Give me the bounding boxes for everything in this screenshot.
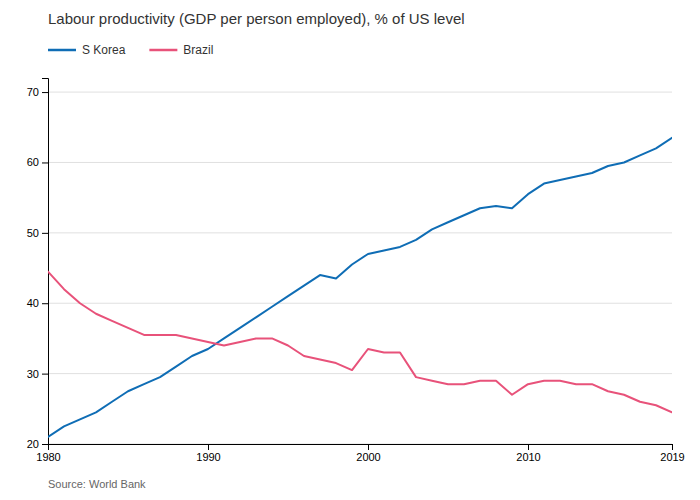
x-tick-mark [672,444,673,450]
y-axis-line [42,79,49,445]
grid-line [48,92,672,93]
series-line [48,138,672,437]
legend-swatch [48,49,76,52]
y-tick-mark [42,162,48,163]
y-tick-mark [42,303,48,304]
title: Labour productivity (GDP per person empl… [48,10,465,27]
grid [48,92,672,444]
y-tick-label: 30 [27,368,39,380]
y-tick-label: 50 [27,227,39,239]
y-tick: 30 [27,368,48,380]
y-tick-label: 20 [27,438,39,450]
y-tick-label: 40 [27,297,39,309]
legend-item: Brazil [149,43,213,57]
y-tick: 40 [27,297,48,309]
x-tick-mark [368,444,369,450]
legend-label: S Korea [82,43,126,57]
grid-line [48,303,672,304]
legend-swatch [149,49,177,52]
x-tick-label: 2000 [356,451,380,463]
x-axis: 1980 1990 2000 2010 2019 [36,444,684,463]
x-tick-label: 1980 [36,451,60,463]
y-tick: 60 [27,156,48,168]
grid-line [48,162,672,163]
y-tick-mark [42,92,48,93]
y-tick: 50 [27,227,48,239]
x-tick-mark [208,444,209,450]
chart: Labour productivity (GDP per person empl… [0,0,700,500]
y-tick-mark [42,374,48,375]
x-tick: 2000 [356,444,380,463]
x-tick-mark [528,444,529,450]
x-tick-label: 2010 [516,451,540,463]
legend-label: Brazil [183,43,213,57]
x-tick: 2019 [660,444,684,463]
grid-line [48,232,672,233]
x-axis-line [49,445,673,451]
y-axis: 20 30 40 50 60 70 [27,79,49,451]
x-tick-label: 1990 [196,451,220,463]
annotation: Source: World Bank [48,478,146,490]
y-tick-label: 70 [27,86,39,98]
x-tick: 2010 [516,444,540,463]
x-tick: 1990 [196,444,220,463]
grid-line [48,373,672,374]
y-tick-mark [42,233,48,234]
y-tick: 70 [27,86,48,98]
plot: 1980 1990 2000 2010 2019 20 30 40 50 60 70 [27,79,685,463]
y-tick: 20 [27,438,48,450]
legend-item: S Korea [48,43,126,57]
y-tick-label: 60 [27,156,39,168]
x-tick: 1980 [36,444,60,463]
series-group [48,138,672,437]
y-tick-mark [42,444,48,445]
x-tick-label: 2019 [660,451,684,463]
series-line [48,272,672,413]
legend: S Korea Brazil [48,43,213,57]
